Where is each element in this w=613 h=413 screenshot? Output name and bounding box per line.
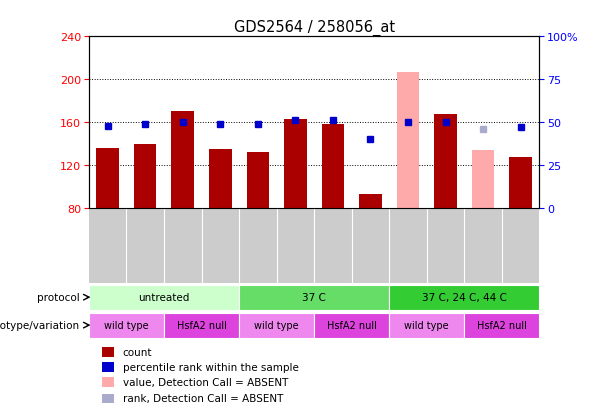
Text: rank, Detection Call = ABSENT: rank, Detection Call = ABSENT (123, 394, 283, 404)
Bar (134, 144, 156, 209)
Title: GDS2564 / 258056_at: GDS2564 / 258056_at (234, 20, 395, 36)
Bar (472, 151, 494, 209)
Bar (164, 313, 239, 338)
Bar (239, 313, 314, 338)
Bar (322, 125, 344, 209)
Bar (102, 394, 113, 404)
Bar (239, 285, 389, 310)
Text: wild type: wild type (254, 320, 299, 330)
Text: percentile rank within the sample: percentile rank within the sample (123, 362, 299, 372)
Bar (209, 150, 232, 209)
Text: 37 C: 37 C (302, 292, 326, 302)
Bar (96, 149, 119, 209)
Bar (246, 153, 269, 209)
Text: value, Detection Call = ABSENT: value, Detection Call = ABSENT (123, 377, 288, 387)
Text: HsfA2 null: HsfA2 null (477, 320, 527, 330)
Bar (314, 313, 389, 338)
Bar (102, 377, 113, 387)
Bar (102, 347, 113, 357)
Text: untreated: untreated (139, 292, 189, 302)
Text: 37 C, 24 C, 44 C: 37 C, 24 C, 44 C (422, 292, 507, 302)
Bar (89, 285, 239, 310)
Text: HsfA2 null: HsfA2 null (177, 320, 226, 330)
Bar (284, 120, 306, 209)
Text: wild type: wild type (104, 320, 149, 330)
Bar (397, 73, 419, 209)
Bar (434, 114, 457, 209)
Bar (465, 313, 539, 338)
Bar (89, 313, 164, 338)
Text: count: count (123, 347, 152, 357)
Bar (509, 157, 532, 209)
Bar (389, 313, 465, 338)
Text: wild type: wild type (405, 320, 449, 330)
Text: genotype/variation: genotype/variation (0, 320, 80, 330)
Text: protocol: protocol (37, 292, 80, 302)
Text: HsfA2 null: HsfA2 null (327, 320, 376, 330)
Bar (359, 195, 382, 209)
Bar (102, 362, 113, 372)
Bar (172, 112, 194, 209)
Bar (389, 285, 539, 310)
